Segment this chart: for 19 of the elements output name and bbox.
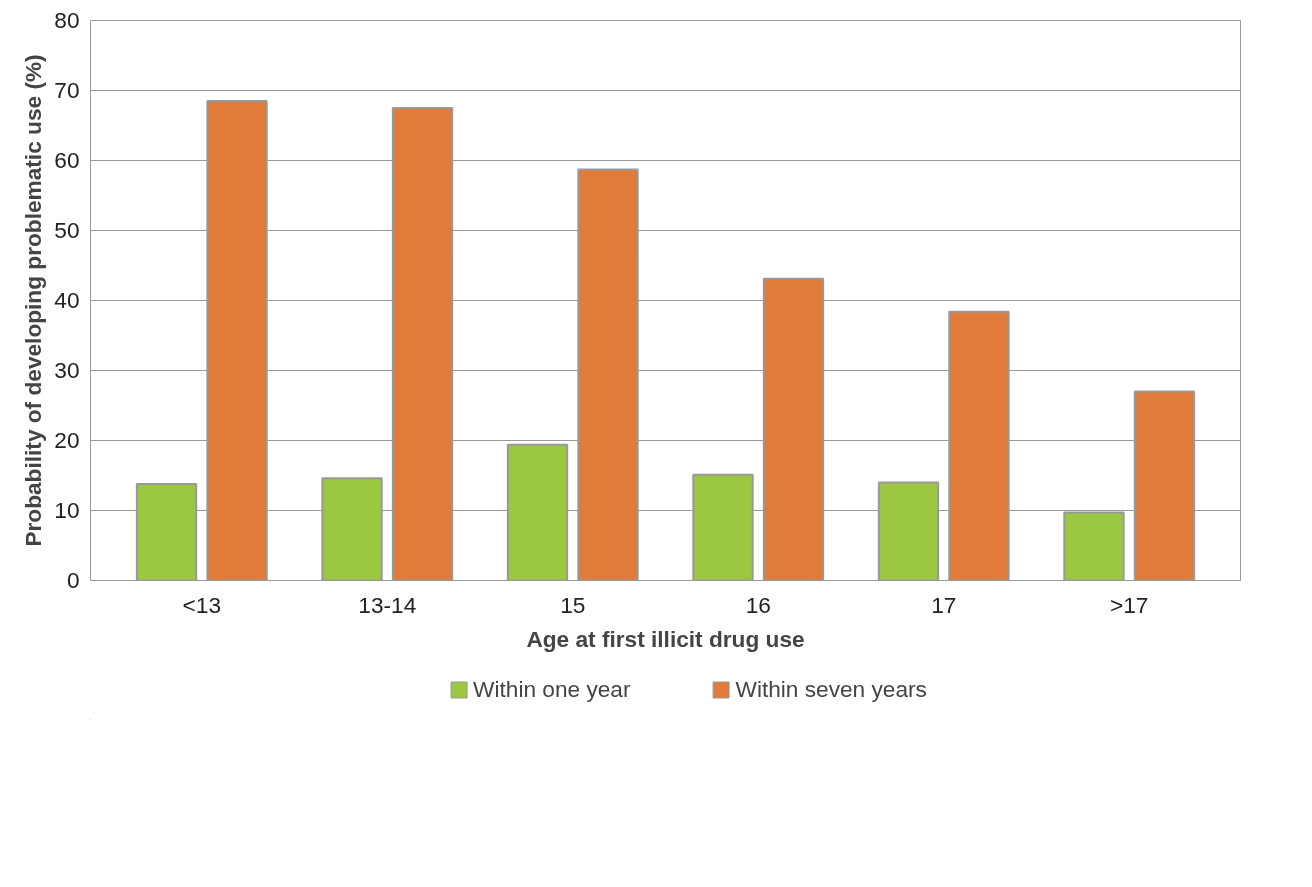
y-tick-label: 80 <box>54 7 80 33</box>
x-tick-label: <13 <box>182 591 222 618</box>
y-tick-label: 30 <box>54 357 80 383</box>
x-axis-title: Age at first illicit drug use <box>526 625 805 652</box>
y-tick-label: 10 <box>54 497 80 523</box>
y-tick-label: 20 <box>54 427 80 453</box>
y-tick-label: 0 <box>66 567 80 593</box>
x-tick-label: >17 <box>1109 591 1149 618</box>
x-tick-label: 17 <box>931 591 957 618</box>
legend-label: Within seven years <box>735 675 927 703</box>
y-axis-title: Probability of developing problematic use (%) <box>20 54 47 547</box>
x-tick-label: 13-14 <box>358 591 417 618</box>
y-tick-label: 40 <box>54 287 80 313</box>
x-tick-label: 15 <box>560 591 586 618</box>
y-tick-label: 70 <box>54 77 80 103</box>
y-tick-label: 60 <box>54 147 80 173</box>
legend-label: Within one year <box>473 675 631 703</box>
x-tick-label: 16 <box>745 591 771 618</box>
y-tick-label: 50 <box>54 217 80 243</box>
